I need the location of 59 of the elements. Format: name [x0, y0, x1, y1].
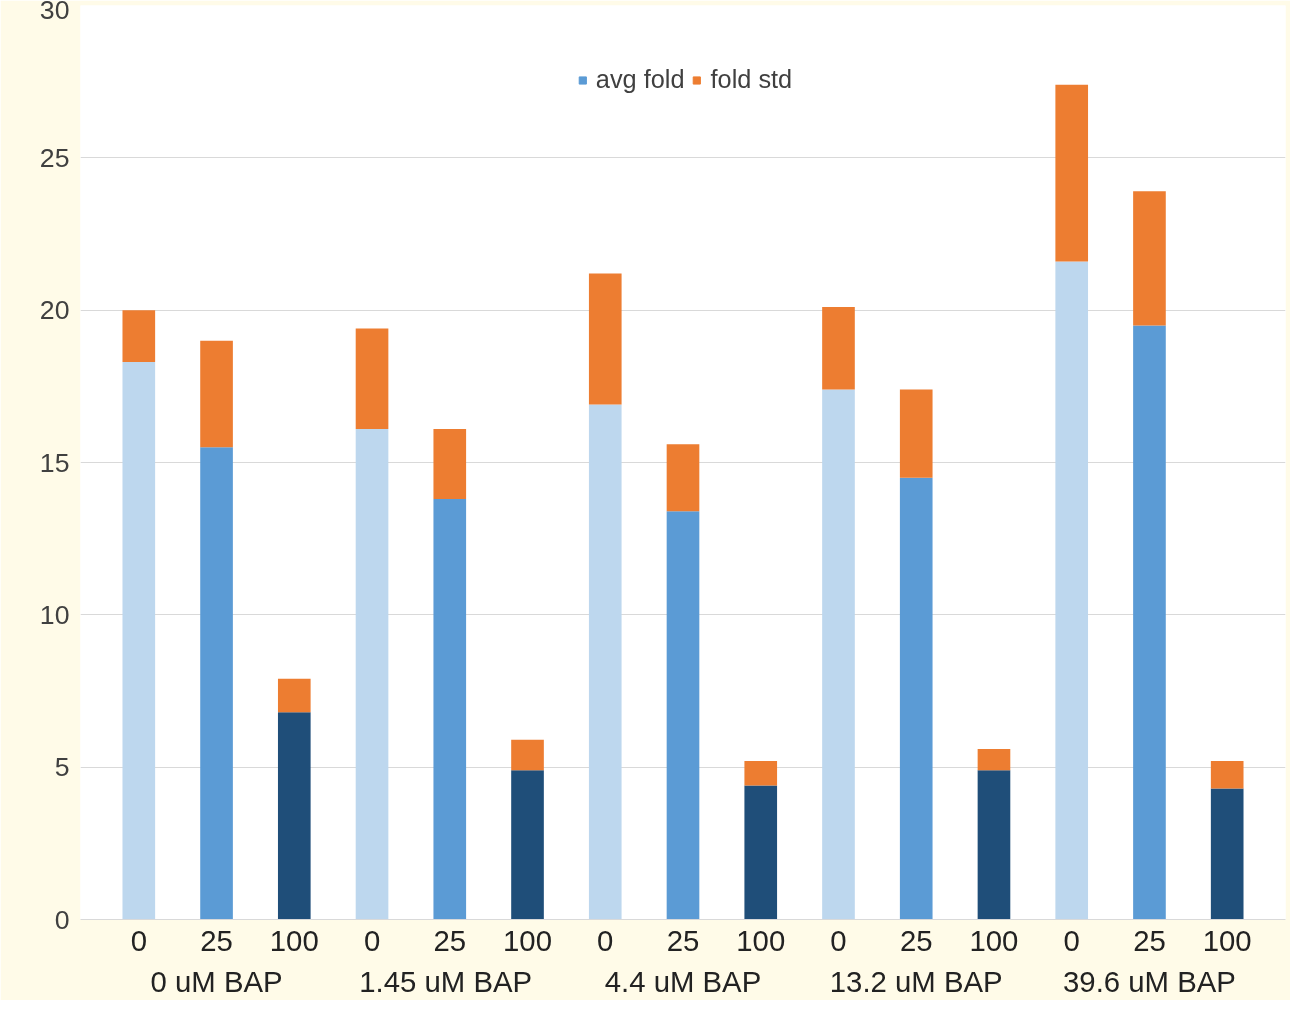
x-tick-label: 100	[503, 923, 552, 957]
y-tick-label: 10	[39, 599, 70, 630]
bar	[355, 328, 389, 429]
bar	[511, 739, 544, 771]
bar	[666, 511, 700, 920]
text: 13.2 uM BAP	[829, 964, 1003, 998]
x-tick-label: 25	[899, 923, 933, 957]
x-tick-label: 25	[666, 923, 700, 957]
x-tick-label: 25	[433, 923, 467, 957]
bar	[588, 404, 622, 920]
x-tick-label: 0	[363, 923, 381, 957]
bar	[822, 389, 855, 920]
x-tick-label: 100	[269, 923, 319, 957]
bar	[200, 447, 233, 920]
y-tick-label: 15	[39, 447, 70, 478]
x-tick-label: 25	[200, 923, 233, 957]
y-tick-label: 5	[54, 752, 70, 783]
bar	[1133, 191, 1166, 326]
x-tick-label: 0	[130, 923, 147, 957]
bar	[744, 785, 778, 920]
x-tick-label: 100	[736, 923, 786, 957]
legend-label: fold std	[710, 65, 793, 94]
bar	[744, 761, 778, 786]
text: 39.6 uM BAP	[1063, 964, 1236, 998]
y-tick-label: 30	[39, 0, 70, 25]
y-tick-label: 0	[54, 904, 70, 935]
bar	[899, 389, 933, 478]
bar	[433, 428, 467, 500]
bar	[822, 307, 855, 390]
x-tick-label: 0	[597, 923, 614, 957]
bar	[122, 310, 156, 362]
bar	[666, 444, 700, 512]
y-tick-label: 25	[39, 142, 70, 173]
bar	[588, 273, 622, 405]
bar	[433, 499, 467, 920]
bar	[977, 748, 1011, 771]
bar	[355, 428, 389, 920]
text: 4.4 uM BAP	[604, 964, 762, 998]
bar	[511, 770, 544, 920]
bar	[200, 340, 233, 448]
bar	[977, 770, 1011, 920]
y-tick-label: 20	[39, 295, 70, 326]
x-tick-label: 100	[969, 923, 1019, 957]
bar	[277, 712, 311, 920]
x-tick-label: 100	[1202, 923, 1252, 957]
bar	[899, 477, 933, 920]
bar	[1055, 261, 1089, 920]
bar	[1133, 325, 1166, 920]
x-tick-label: 25	[1133, 923, 1166, 957]
bar	[1210, 788, 1244, 920]
legend-label: avg fold	[595, 65, 685, 94]
text: 0 uM BAP	[150, 964, 283, 998]
bar	[1055, 84, 1089, 262]
text: 1.45 uM BAP	[359, 964, 533, 998]
bar	[277, 678, 311, 713]
bar	[1210, 761, 1244, 789]
x-tick-label: 0	[1063, 923, 1080, 957]
bar	[122, 361, 156, 920]
x-tick-label: 0	[830, 923, 847, 957]
